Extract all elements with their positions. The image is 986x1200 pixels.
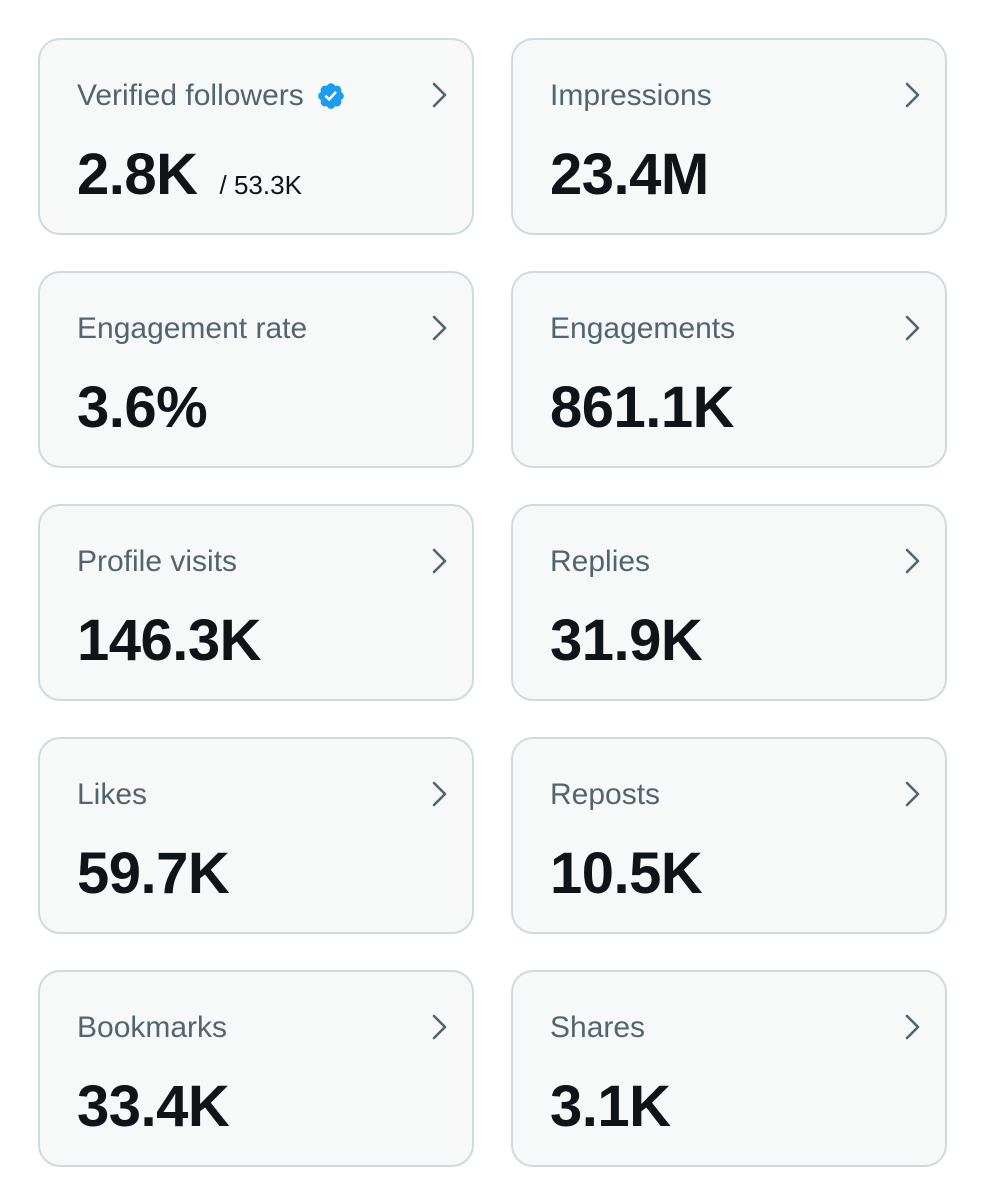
- verified-badge-icon: [317, 83, 344, 109]
- chevron-right-icon: [905, 1014, 920, 1040]
- chevron-right-icon: [432, 315, 447, 341]
- chevron-right-icon: [905, 82, 920, 108]
- metric-value: 861.1K: [550, 375, 735, 440]
- metric-value: 23.4M: [550, 142, 709, 207]
- metric-card-impressions[interactable]: Impressions 23.4M: [511, 38, 947, 235]
- metric-card-profile-visits[interactable]: Profile visits 146.3K: [38, 504, 474, 701]
- metric-value-row: 59.7K: [77, 841, 230, 907]
- metric-label: Engagement rate: [77, 312, 308, 345]
- metric-label: Impressions: [550, 79, 712, 112]
- chevron-right-icon: [432, 1014, 447, 1040]
- metric-value-row: 2.8K / 53.3K: [77, 142, 302, 208]
- metric-value: 3.1K: [550, 1074, 671, 1139]
- metric-value: 2.8K: [77, 142, 198, 207]
- metric-value-row: 23.4M: [550, 142, 709, 208]
- metric-card-reposts[interactable]: Reposts 10.5K: [511, 737, 947, 934]
- metric-value-row: 3.6%: [77, 375, 208, 441]
- metric-value: 59.7K: [77, 841, 230, 906]
- metrics-grid: Verified followers 2.8K / 53.3K Impressi…: [38, 38, 947, 1167]
- chevron-right-icon: [905, 781, 920, 807]
- metric-label: Likes: [77, 778, 148, 811]
- metric-label: Engagements: [550, 312, 736, 345]
- metric-value-row: 31.9K: [550, 608, 703, 674]
- chevron-right-icon: [432, 781, 447, 807]
- metric-card-engagements[interactable]: Engagements 861.1K: [511, 271, 947, 468]
- metric-value-row: 10.5K: [550, 841, 703, 907]
- metric-value-row: 146.3K: [77, 608, 262, 674]
- metric-value: 33.4K: [77, 1074, 230, 1139]
- metric-label: Profile visits: [77, 545, 238, 578]
- metric-card-replies[interactable]: Replies 31.9K: [511, 504, 947, 701]
- metric-label: Shares: [550, 1011, 646, 1044]
- metric-total: / 53.3K: [219, 170, 302, 200]
- metric-value: 10.5K: [550, 841, 703, 906]
- metric-value: 3.6%: [77, 375, 208, 440]
- metric-value-row: 861.1K: [550, 375, 735, 441]
- chevron-right-icon: [905, 315, 920, 341]
- metric-value-row: 3.1K: [550, 1074, 671, 1140]
- metric-label: Bookmarks: [77, 1011, 228, 1044]
- metric-value: 31.9K: [550, 608, 703, 673]
- metric-label: Replies: [550, 545, 651, 578]
- chevron-right-icon: [905, 548, 920, 574]
- metric-label-row: Verified followers: [77, 78, 346, 114]
- chevron-right-icon: [432, 548, 447, 574]
- metric-value-row: 33.4K: [77, 1074, 230, 1140]
- metric-card-bookmarks[interactable]: Bookmarks 33.4K: [38, 970, 474, 1167]
- metric-card-likes[interactable]: Likes 59.7K: [38, 737, 474, 934]
- metric-card-shares[interactable]: Shares 3.1K: [511, 970, 947, 1167]
- metric-card-engagement-rate[interactable]: Engagement rate 3.6%: [38, 271, 474, 468]
- chevron-right-icon: [432, 82, 447, 108]
- metric-label: Reposts: [550, 778, 661, 811]
- metric-card-verified-followers[interactable]: Verified followers 2.8K / 53.3K: [38, 38, 474, 235]
- metric-value: 146.3K: [77, 608, 262, 673]
- metric-label: Verified followers: [77, 79, 304, 112]
